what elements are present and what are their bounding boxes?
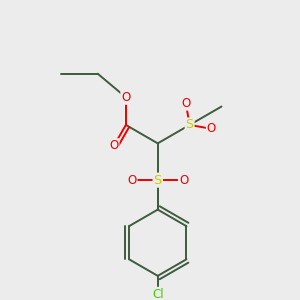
Text: O: O <box>109 139 119 152</box>
Text: O: O <box>121 91 130 104</box>
Text: O: O <box>181 97 190 110</box>
Text: O: O <box>179 174 188 187</box>
Text: O: O <box>128 174 136 187</box>
Text: O: O <box>207 122 216 135</box>
Text: Cl: Cl <box>152 288 164 300</box>
Text: S: S <box>186 118 194 131</box>
Text: S: S <box>154 174 162 187</box>
